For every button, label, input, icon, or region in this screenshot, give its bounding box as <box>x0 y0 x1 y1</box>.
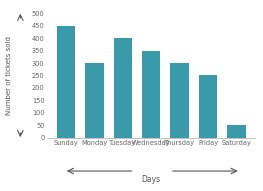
Bar <box>57 26 75 138</box>
Y-axis label: Number of tickets sold: Number of tickets sold <box>6 36 12 115</box>
Bar <box>170 63 189 138</box>
Bar <box>85 63 104 138</box>
Text: Days: Days <box>142 175 161 184</box>
Bar <box>142 51 160 138</box>
Bar <box>199 75 217 138</box>
Bar <box>114 38 132 138</box>
Bar <box>227 125 246 138</box>
